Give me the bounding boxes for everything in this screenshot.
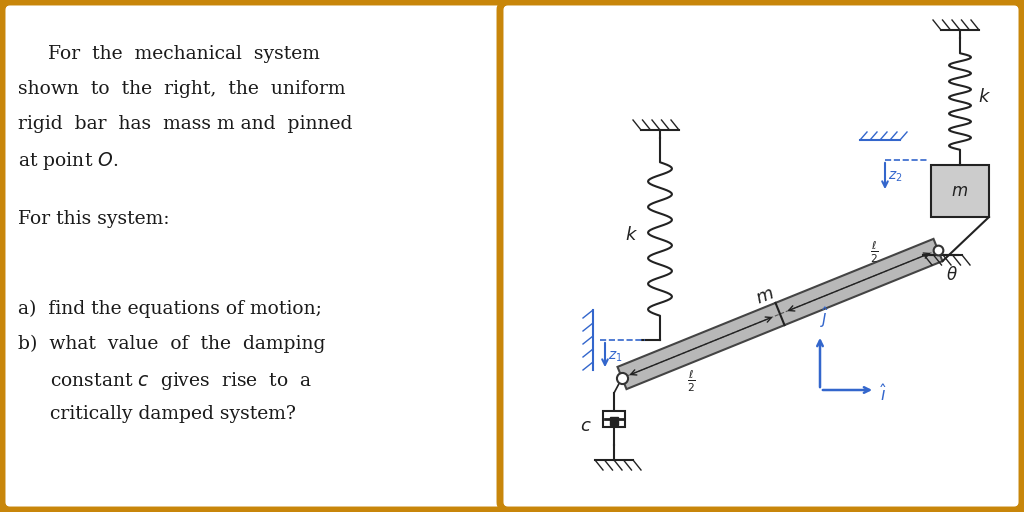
Text: $\hat{\jmath}$: $\hat{\jmath}$ [820, 306, 829, 330]
Text: $m$: $m$ [753, 284, 777, 308]
Text: $z_1$: $z_1$ [608, 350, 623, 365]
Text: at point $\mathit{O}$.: at point $\mathit{O}$. [18, 150, 119, 172]
Text: $\theta$: $\theta$ [946, 266, 957, 284]
Bar [610, 417, 618, 425]
Polygon shape [617, 239, 942, 389]
Text: For  the  mechanical  system: For the mechanical system [30, 45, 319, 63]
Text: b)  what  value  of  the  damping: b) what value of the damping [18, 335, 326, 353]
Text: rigid  bar  has  mass m and  pinned: rigid bar has mass m and pinned [18, 115, 352, 133]
Text: For this system:: For this system: [18, 210, 170, 228]
Text: $\frac{\ell}{2}$: $\frac{\ell}{2}$ [687, 368, 696, 394]
Bar [931, 165, 989, 217]
Text: $z_2$: $z_2$ [888, 170, 902, 184]
Text: constant $c$  gives  rise  to  a: constant $c$ gives rise to a [50, 370, 312, 392]
Text: $\hat{\imath}$: $\hat{\imath}$ [880, 385, 888, 406]
Text: $c$: $c$ [581, 417, 592, 435]
Text: $k$: $k$ [978, 88, 991, 106]
Text: critically damped system?: critically damped system? [50, 405, 296, 423]
Text: shown  to  the  right,  the  uniform: shown to the right, the uniform [18, 80, 345, 98]
Text: $\frac{\ell}{2}$: $\frac{\ell}{2}$ [869, 240, 879, 265]
Text: $m$: $m$ [951, 182, 969, 200]
Text: $k$: $k$ [626, 226, 639, 244]
FancyBboxPatch shape [2, 2, 508, 510]
FancyBboxPatch shape [500, 2, 1022, 510]
Bar [603, 411, 625, 428]
Text: a)  find the equations of motion;: a) find the equations of motion; [18, 300, 322, 318]
